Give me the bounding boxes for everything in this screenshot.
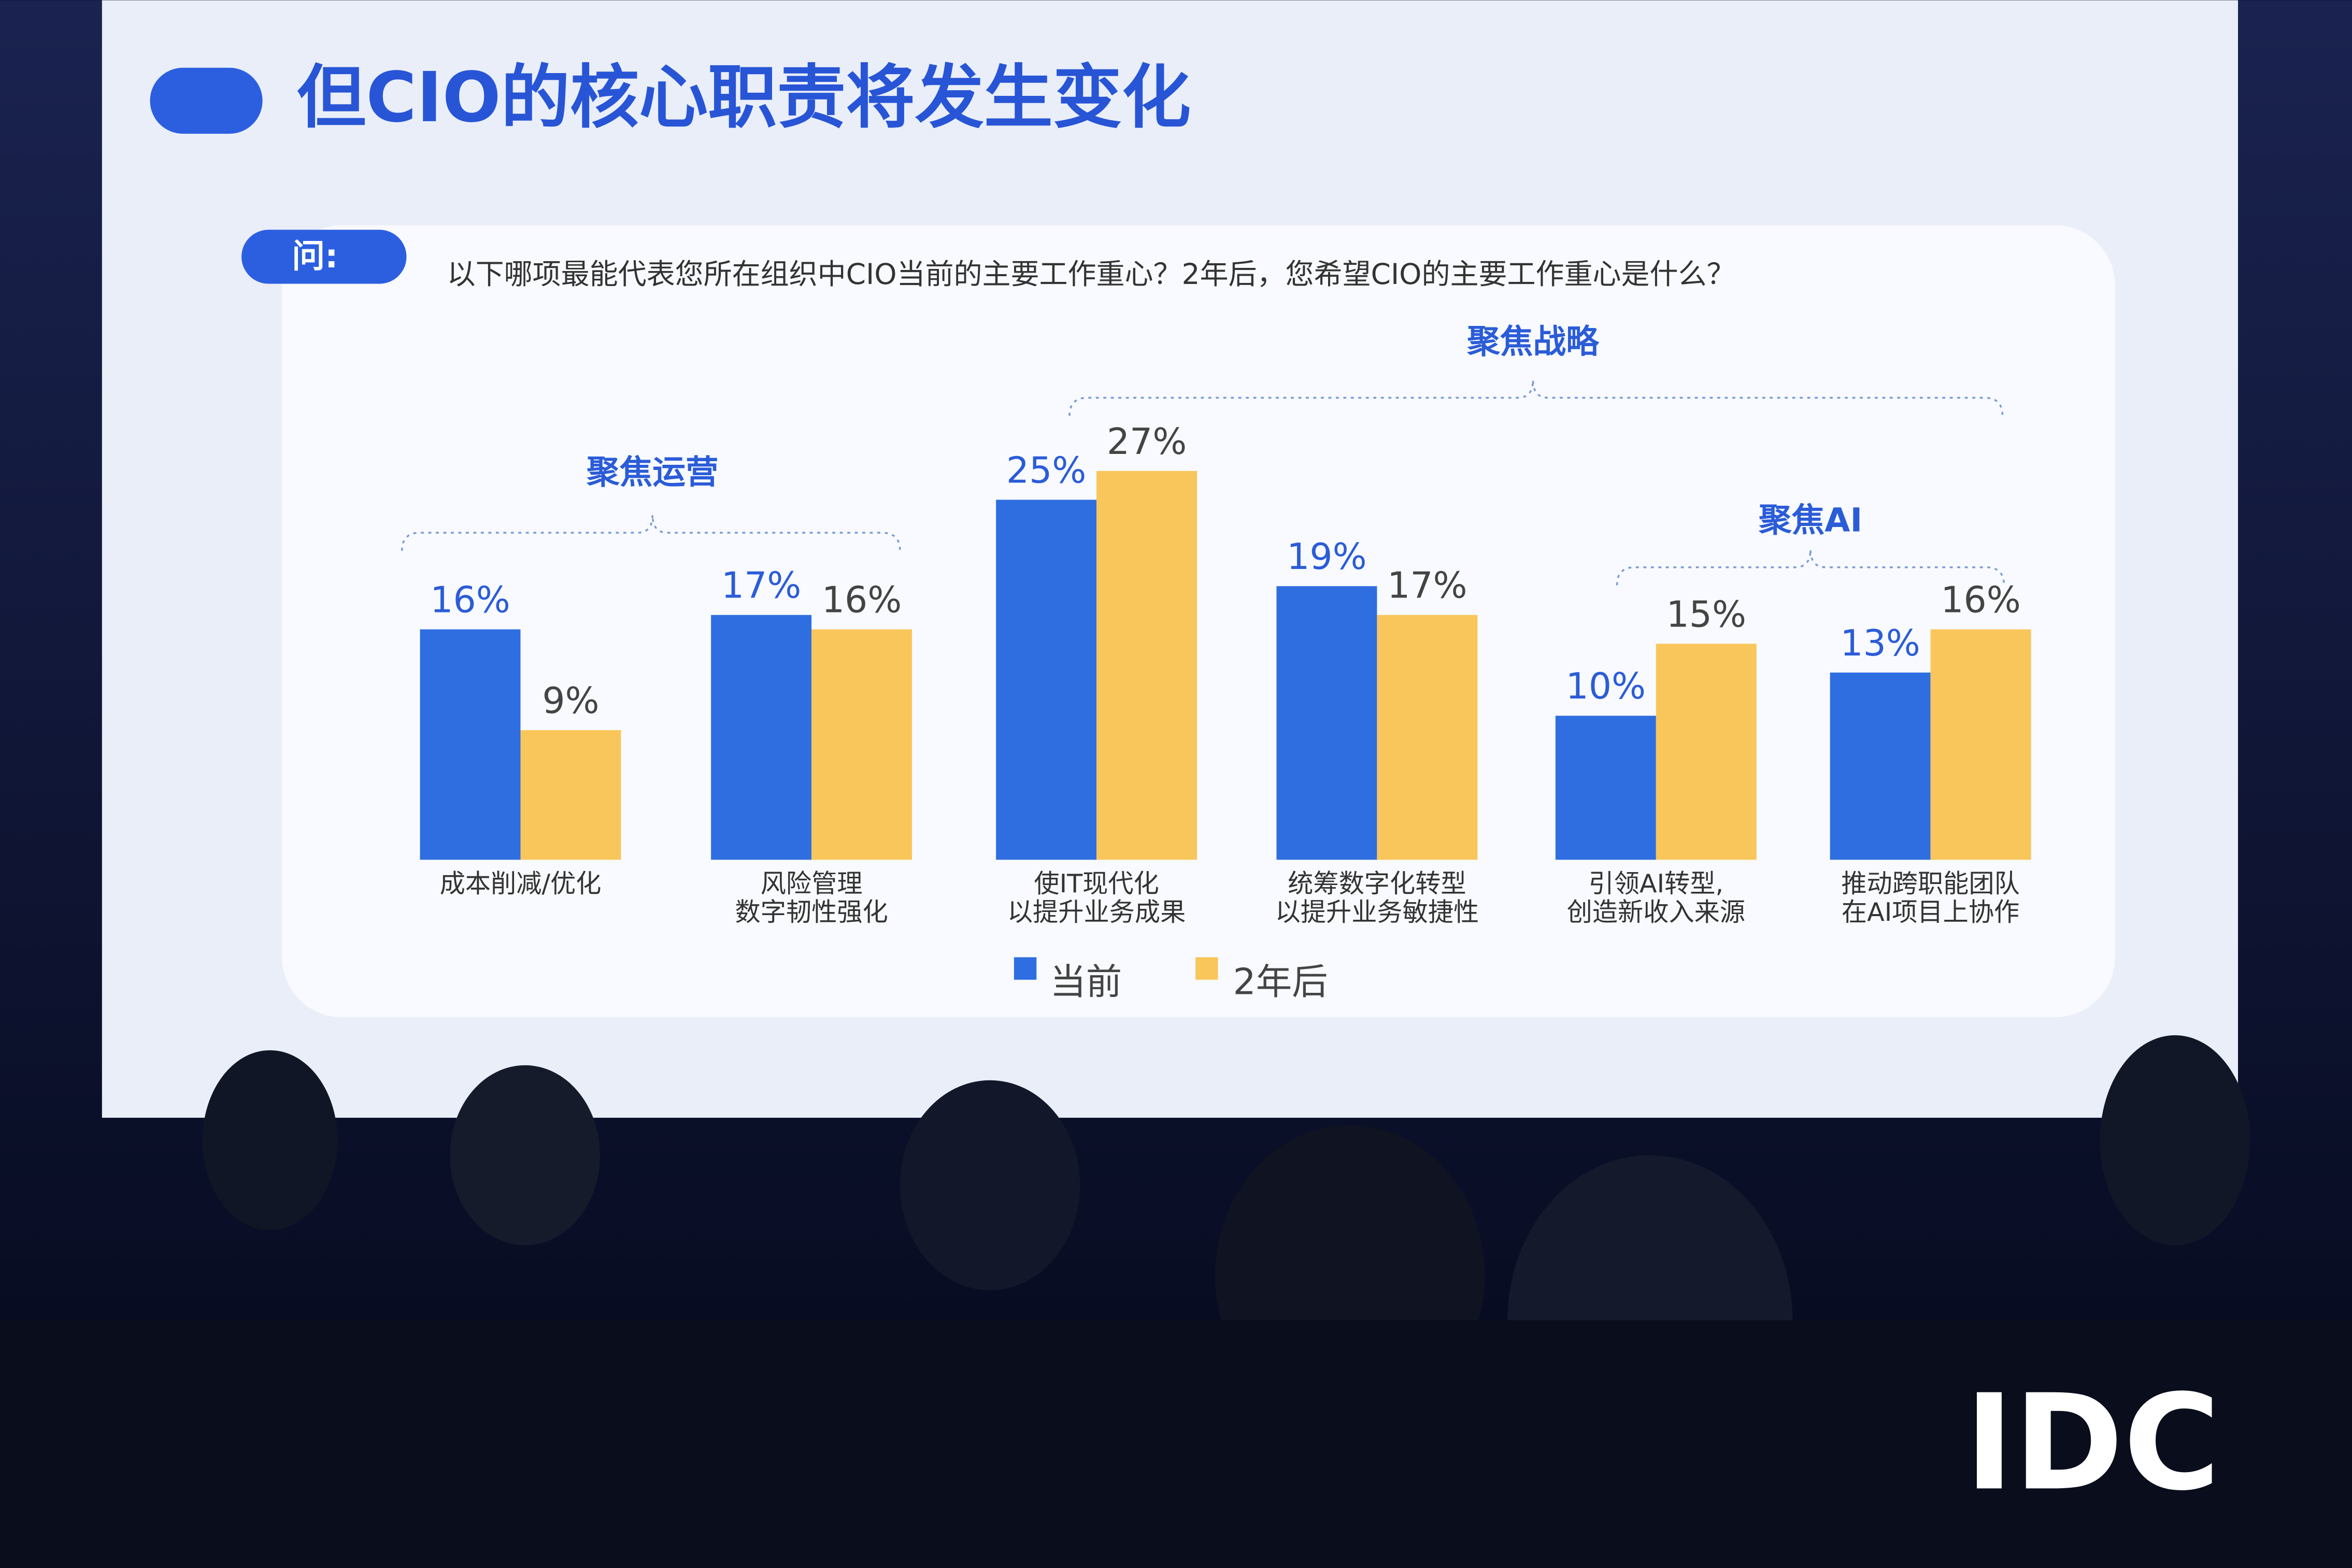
audience	[0, 1035, 2352, 1568]
legend-label: 当前	[1050, 961, 1122, 1003]
value-label: 15%	[1666, 594, 1746, 635]
category-label: 成本削减/优化	[440, 868, 602, 899]
group-label: 聚焦AI	[1758, 501, 1862, 539]
legend-swatch	[1014, 957, 1037, 980]
category-label: 数字韧性强化	[735, 897, 888, 927]
question-pill	[241, 230, 407, 284]
group-label: 聚焦战略	[1466, 323, 1600, 361]
bar	[420, 629, 521, 860]
category-label: 以提升业务敏捷性	[1275, 897, 1479, 927]
category-label: 推动跨职能团队	[1841, 868, 2019, 899]
value-label: 16%	[822, 579, 902, 621]
bar	[1096, 471, 1198, 860]
bar	[1656, 644, 1757, 860]
category-label: 以提升业务成果	[1007, 897, 1186, 927]
category-label: 在AI项目上协作	[1842, 897, 2019, 927]
value-label: 17%	[1387, 565, 1467, 607]
value-label: 16%	[1941, 579, 2020, 621]
question-text: 以下哪项最能代表您所在组织中CIO当前的主要工作重心？2年后，您希望CIO的主要…	[447, 258, 1735, 291]
bar	[1377, 615, 1478, 860]
category-label: 创造新收入来源	[1567, 897, 1745, 927]
bar	[1555, 716, 1656, 860]
value-label: 13%	[1840, 623, 1920, 664]
slide-title: 但CIO的核心职责将发生变化	[297, 58, 1191, 138]
bar	[1276, 586, 1377, 860]
value-label: 9%	[542, 680, 599, 722]
category-label: 统筹数字化转型	[1288, 868, 1466, 899]
value-label: 17%	[721, 565, 801, 607]
value-label: 16%	[430, 579, 510, 621]
value-label: 25%	[1006, 450, 1086, 491]
legend-label: 2年后	[1233, 961, 1328, 1003]
group-label: 聚焦运营	[586, 453, 719, 492]
value-label: 27%	[1107, 421, 1187, 463]
title-pill	[150, 67, 263, 134]
category-label: 使IT现代化	[1034, 868, 1159, 899]
legend-swatch	[1195, 957, 1218, 980]
question-label: 问:	[292, 237, 338, 276]
logo: IDC	[1965, 1366, 2220, 1520]
bar	[711, 615, 812, 860]
category-label: 风险管理	[761, 868, 863, 899]
category-label: 引领AI转型,	[1589, 868, 1724, 899]
value-label: 10%	[1566, 666, 1646, 707]
bar	[1930, 629, 2031, 860]
value-label: 19%	[1287, 536, 1366, 578]
bar	[811, 629, 913, 860]
bar	[520, 730, 621, 860]
bar	[996, 500, 1097, 860]
bar	[1830, 672, 1931, 860]
